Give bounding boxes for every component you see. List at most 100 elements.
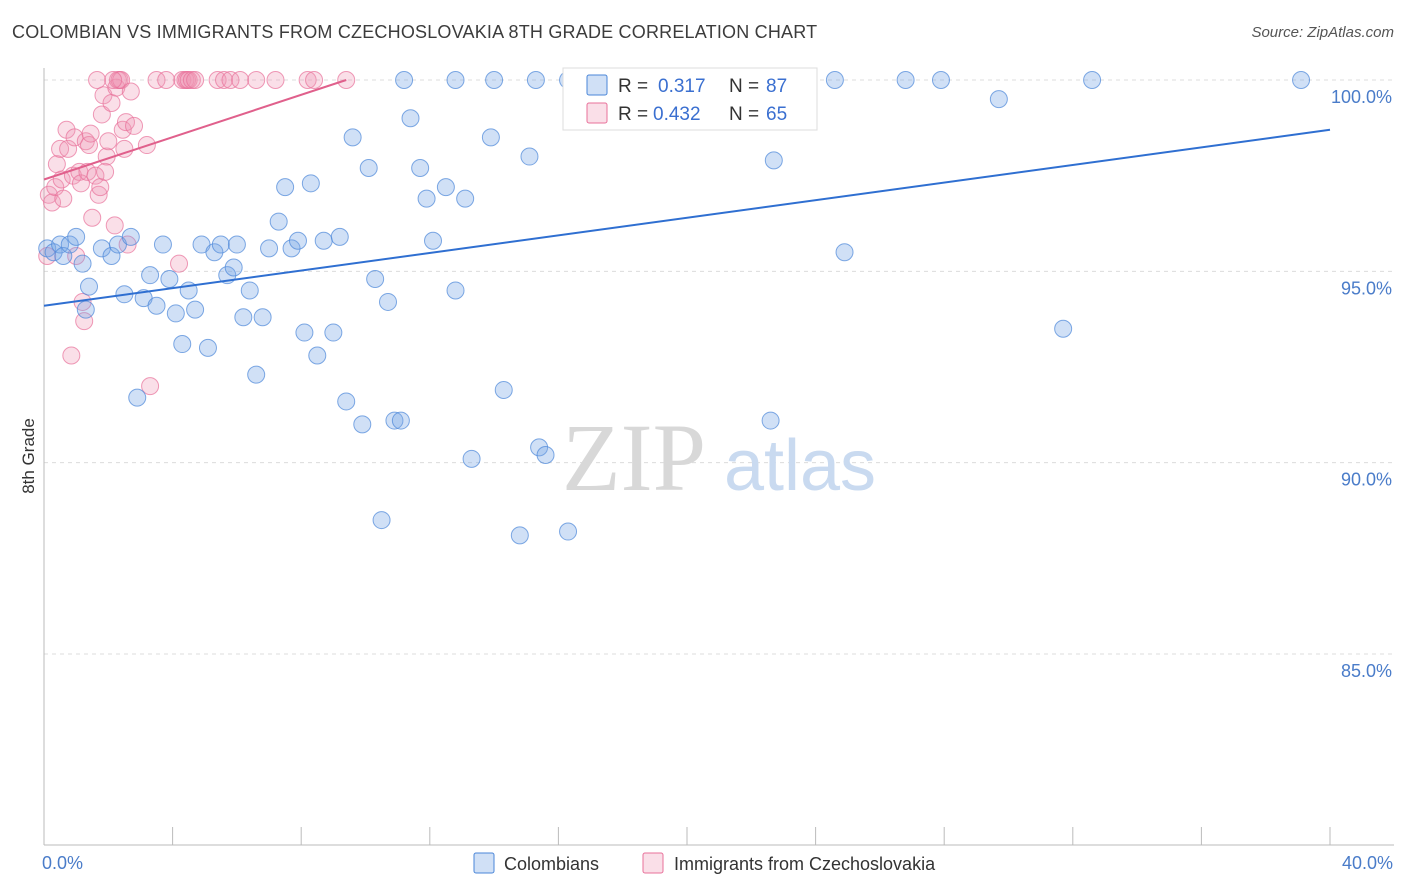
colombians-point-27 — [211, 235, 230, 254]
czechoslovakia-point-58 — [247, 71, 266, 89]
watermark: ZIP atlas — [562, 404, 876, 511]
czechoslovakia-point-10 — [62, 346, 81, 365]
colombians-point-53 — [385, 411, 404, 430]
czechoslovakia-point-56 — [221, 71, 240, 89]
colombians-point-56 — [411, 159, 430, 178]
czechoslovakia-point-38 — [115, 139, 134, 158]
czechoslovakia-point-7 — [54, 189, 73, 208]
colombians-point-34 — [253, 308, 272, 327]
colombians-point-63 — [481, 128, 500, 147]
y-tick-labels: 100.0% 95.0% 90.0% 85.0% — [1331, 87, 1392, 681]
legend-pink-n-value: 65 — [766, 104, 787, 125]
colombians-point-29 — [224, 258, 243, 277]
y-axis-label: 8th Grade — [19, 418, 38, 494]
watermark-atlas: atlas — [724, 426, 876, 506]
legend-pink-r-value: 0.432 — [653, 104, 701, 125]
colombians-point-49 — [359, 159, 378, 178]
colombians-point-71 — [446, 71, 465, 89]
chart-source: Source: ZipAtlas.com — [1251, 24, 1394, 41]
x-tick-labels: 0.0% 40.0% — [42, 853, 1393, 873]
x-tick-label-0: 0.0% — [42, 853, 83, 873]
y-tick-label-3: 85.0% — [1341, 661, 1392, 681]
colombians-trend-line — [43, 128, 1331, 307]
bottom-legend-blue-label: Colombians — [504, 854, 599, 874]
colombians-point-18 — [153, 235, 172, 254]
bottom-legend-pink-swatch — [642, 852, 664, 874]
bottom-legend-blue-swatch — [473, 852, 495, 874]
colombians-point-87 — [1292, 71, 1311, 89]
colombians-point-70 — [395, 71, 414, 89]
czechoslovakia-point-26 — [92, 105, 111, 124]
legend-blue-r-value: 0.317 — [658, 76, 706, 97]
colombians-point-59 — [436, 178, 455, 197]
legend-blue-swatch — [586, 74, 608, 96]
czechoslovakia-point-31 — [102, 93, 121, 112]
colombians-point-1 — [44, 243, 63, 262]
colombians-point-72 — [485, 71, 504, 89]
colombians-point-4 — [60, 235, 79, 254]
czechoslovakia-point-28 — [96, 162, 115, 181]
colombians-point-13 — [121, 227, 140, 246]
colombians-point-58 — [424, 231, 443, 250]
colombians-point-47 — [343, 128, 362, 147]
legend-pink-r-label: R = — [618, 104, 648, 125]
colombians-point-26 — [205, 243, 224, 262]
colombians-point-21 — [173, 335, 192, 354]
chart-title: COLOMBIAN VS IMMIGRANTS FROM CZECHOSLOVA… — [12, 22, 818, 42]
bottom-legend-pink-label: Immigrants from Czechoslovakia — [674, 854, 936, 874]
colombians-point-7 — [80, 277, 99, 296]
colombians-point-82 — [896, 71, 915, 89]
colombians-point-57 — [417, 189, 436, 208]
colombians-point-20 — [166, 304, 185, 323]
colombians-point-25 — [198, 338, 217, 357]
colombians-point-43 — [314, 231, 333, 250]
series-colombians-points — [38, 71, 1311, 545]
czechoslovakia-point-25 — [91, 178, 110, 197]
colombians-point-10 — [102, 247, 121, 266]
colombians-point-61 — [456, 189, 475, 208]
watermark-zip: ZIP — [562, 404, 706, 511]
colombians-point-68 — [536, 446, 555, 465]
colombians-point-42 — [308, 346, 327, 365]
trend-lines — [43, 79, 1331, 307]
colombians-point-2 — [51, 235, 70, 254]
czechoslovakia-point-64 — [104, 71, 123, 89]
y-tick-label-2: 90.0% — [1341, 470, 1392, 490]
legend-pink-n-label: N = — [729, 104, 759, 125]
colombians-point-30 — [227, 235, 246, 254]
colombians-point-36 — [269, 212, 288, 231]
colombians-point-6 — [73, 254, 92, 273]
colombians-point-84 — [989, 90, 1008, 109]
czechoslovakia-point-63 — [88, 71, 107, 89]
colombians-point-17 — [147, 296, 166, 315]
colombians-point-73 — [526, 71, 545, 89]
colombians-point-33 — [247, 365, 266, 384]
colombians-point-52 — [379, 292, 398, 311]
x-tick-label-1: 40.0% — [1342, 853, 1393, 873]
y-tick-label-1: 95.0% — [1341, 278, 1392, 298]
czechoslovakia-point-17 — [75, 312, 94, 331]
colombians-point-83 — [931, 71, 950, 89]
grid-lines — [44, 79, 1394, 655]
czechoslovakia-point-13 — [67, 247, 86, 266]
czechoslovakia-point-2 — [43, 193, 62, 212]
czechoslovakia-point-41 — [121, 82, 140, 101]
legend-blue-r-label: R = — [618, 76, 648, 97]
colombians-point-79 — [761, 411, 780, 430]
colombians-point-65 — [510, 526, 529, 545]
colombians-point-62 — [462, 449, 481, 468]
colombians-point-3 — [54, 247, 73, 266]
colombians-point-31 — [234, 308, 253, 327]
colombians-point-86 — [1083, 71, 1102, 89]
czechoslovakia-point-24 — [89, 185, 108, 204]
legend-blue-n-label: N = — [729, 76, 759, 97]
czechoslovakia-point-47 — [170, 254, 189, 273]
czechoslovakia-point-4 — [47, 155, 66, 174]
colombians-point-78 — [764, 151, 783, 170]
colombians-point-80 — [825, 71, 844, 89]
legend: R = 0.317 N = 87 R = 0.432 N = 65 — [562, 67, 818, 131]
czechoslovakia-point-42 — [125, 116, 144, 135]
colombians-point-40 — [295, 323, 314, 342]
czechoslovakia-point-46 — [157, 71, 176, 89]
czechoslovakia-point-20 — [80, 136, 99, 155]
